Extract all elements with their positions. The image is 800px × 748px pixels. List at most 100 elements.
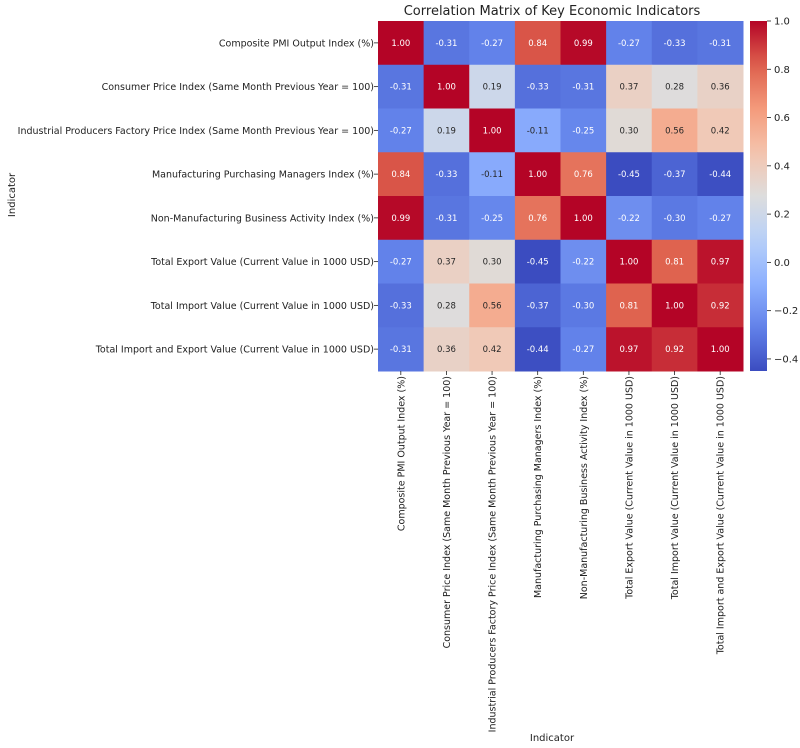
heatmap-cell	[651, 196, 698, 241]
cell-value-label: 0.36	[437, 345, 456, 355]
cell-value-label: 0.99	[391, 214, 410, 224]
heatmap-cell	[378, 239, 425, 284]
cell-value-label: -0.25	[481, 214, 503, 224]
heatmap-cell	[651, 152, 698, 197]
cell-value-label: 1.00	[437, 83, 456, 93]
heatmap-cell	[697, 64, 744, 109]
cell-value-label: -0.45	[527, 258, 549, 268]
heatmap-cell	[514, 64, 561, 109]
cell-value-label: 0.97	[619, 345, 638, 355]
heatmap-cell	[469, 327, 516, 372]
cell-value-label: 0.56	[665, 126, 684, 136]
y-tick-label: Total Export Value (Current Value in 100…	[150, 257, 374, 268]
heatmap-cell	[469, 152, 516, 197]
heatmap-cell	[469, 64, 516, 109]
cell-value-label: -0.27	[481, 39, 503, 49]
y-tick-label: Composite PMI Output Index (%)	[219, 38, 374, 49]
heatmap-cell	[423, 239, 470, 284]
colorbar: 1.0 0.8 0.6 0.4 0.2 0.0 −0.2 −0.4	[750, 17, 798, 371]
cell-value-label: -0.33	[527, 83, 549, 93]
cell-value-label: -0.31	[435, 214, 457, 224]
cell-value-label: 1.00	[711, 345, 730, 355]
heatmap-cell	[423, 152, 470, 197]
cell-value-label: 0.30	[483, 258, 502, 268]
colorbar-tick-label: 0.4	[774, 161, 790, 172]
x-tick-labels: Composite PMI Output Index (%) Consumer P…	[396, 371, 727, 732]
chart-title: Correlation Matrix of Key Economic Indic…	[404, 4, 701, 19]
cell-value-label: -0.27	[709, 214, 731, 224]
heatmap-cell	[514, 108, 561, 153]
cell-value-label: 0.56	[483, 301, 502, 311]
heatmap-cell	[560, 108, 607, 153]
heatmap-cell	[697, 21, 744, 66]
heatmap-cell	[697, 327, 744, 372]
cell-value-label: 0.97	[711, 258, 730, 268]
cell-value-label: -0.37	[664, 170, 686, 180]
cell-value-label: -0.22	[618, 214, 640, 224]
cell-value-label: 0.92	[711, 301, 730, 311]
heatmap-cell	[560, 327, 607, 372]
cell-value-label: 0.84	[528, 39, 547, 49]
colorbar-tick-label: 0.6	[774, 113, 790, 124]
cell-value-label: 0.37	[437, 258, 456, 268]
colorbar-tick-label: −0.4	[774, 354, 798, 365]
cell-value-label: -0.37	[527, 301, 549, 311]
cell-value-label: 1.00	[665, 301, 684, 311]
heatmap-cell	[469, 239, 516, 284]
heatmap-cell	[697, 108, 744, 153]
cell-value-label: -0.31	[435, 39, 457, 49]
cell-value-label: -0.33	[435, 170, 457, 180]
cell-value-label: 0.81	[619, 301, 638, 311]
heatmap-cell	[651, 239, 698, 284]
colorbar-tick-label: 0.2	[774, 210, 790, 221]
x-tick-label: Total Import Value (Current Value in 100…	[670, 376, 681, 600]
heatmap-cell	[606, 283, 653, 328]
cell-value-label: -0.33	[664, 39, 686, 49]
heatmap-cell	[378, 64, 425, 109]
cell-value-label: 0.19	[437, 126, 456, 136]
heatmap-cell	[514, 196, 561, 241]
x-tick-label: Consumer Price Index (Same Month Previou…	[442, 376, 453, 648]
cell-value-label: -0.31	[390, 345, 412, 355]
heatmap-cell	[514, 327, 561, 372]
cell-value-label: 0.28	[437, 301, 456, 311]
colorbar-tick-label: 0.8	[774, 65, 790, 76]
heatmap-cell	[606, 196, 653, 241]
cell-value-label: -0.45	[618, 170, 640, 180]
heatmap-cell	[697, 283, 744, 328]
heatmap-cell	[469, 283, 516, 328]
cell-value-label: 1.00	[483, 126, 502, 136]
cell-value-label: -0.27	[572, 345, 594, 355]
heatmap-cell	[606, 239, 653, 284]
heatmap-cell	[651, 283, 698, 328]
heatmap-cell	[469, 108, 516, 153]
cell-value-label: 0.99	[574, 39, 593, 49]
x-tick-label: Industrial Producers Factory Price Index…	[488, 376, 499, 732]
heatmap-cell	[423, 64, 470, 109]
cell-value-label: 0.28	[665, 83, 684, 93]
heatmap-cell	[423, 283, 470, 328]
y-tick-label: Manufacturing Purchasing Managers Index …	[152, 170, 374, 181]
cell-value-label: -0.44	[709, 170, 731, 180]
colorbar-tick-label: 1.0	[774, 17, 790, 28]
cell-value-label: -0.25	[572, 126, 594, 136]
heatmap-cell	[514, 283, 561, 328]
heatmap-cell	[697, 239, 744, 284]
heatmap-cell	[560, 196, 607, 241]
heatmap-cell	[423, 327, 470, 372]
y-tick-label: Non-Manufacturing Business Activity Inde…	[151, 213, 374, 224]
cell-value-label: 1.00	[528, 170, 547, 180]
x-tick-label: Manufacturing Purchasing Managers Index …	[533, 376, 544, 598]
heatmap-cell	[606, 21, 653, 66]
heatmap-cell	[697, 152, 744, 197]
heatmap-cell	[697, 196, 744, 241]
colorbar-tick-label: −0.2	[774, 306, 798, 317]
cell-value-label: -0.11	[527, 126, 549, 136]
y-tick-label: Consumer Price Index (Same Month Previou…	[102, 82, 374, 93]
cell-value-label: 0.76	[574, 170, 593, 180]
heatmap-cell	[469, 21, 516, 66]
heatmap-cell	[378, 196, 425, 241]
heatmap-cell	[423, 196, 470, 241]
heatmap-cell	[378, 21, 425, 66]
heatmap-cell	[651, 108, 698, 153]
